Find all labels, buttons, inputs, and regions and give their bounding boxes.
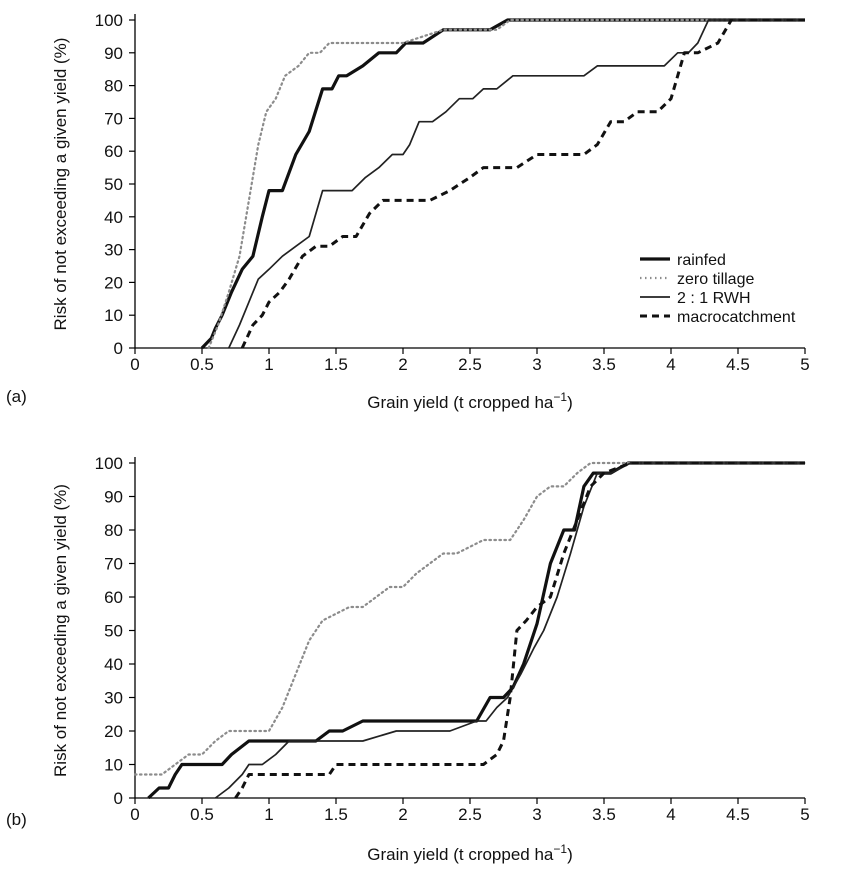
y-tick-label: 10 <box>104 306 123 325</box>
series-line-zero-tillage <box>207 18 807 350</box>
x-tick-label: 0 <box>130 805 139 824</box>
y-tick-label: 70 <box>104 555 123 574</box>
x-tick-label: 0.5 <box>190 805 214 824</box>
y-tick-label: 90 <box>104 44 123 63</box>
x-tick-label: 1 <box>264 355 273 374</box>
y-axis-label: Risk of not exceeding a given yield (%) <box>51 38 70 331</box>
x-axis-label: Grain yield (t cropped ha−1) <box>367 842 573 864</box>
y-tick-label: 60 <box>104 588 123 607</box>
y-tick-label: 20 <box>104 722 123 741</box>
x-tick-label: 2.5 <box>458 355 482 374</box>
x-axis-label-superscript: −1 <box>553 842 567 856</box>
x-tick-label: 1.5 <box>324 805 348 824</box>
y-tick-label: 10 <box>104 756 123 775</box>
x-axis-label: Grain yield (t cropped ha−1) <box>367 390 573 412</box>
x-tick-label: 4 <box>666 355 675 374</box>
y-axis-label: Risk of not exceeding a given yield (%) <box>51 484 70 777</box>
x-tick-label: 2.5 <box>458 805 482 824</box>
y-tick-label: 80 <box>104 77 123 96</box>
panel-label: (b) <box>6 810 27 829</box>
panel-label: (a) <box>6 387 27 406</box>
y-tick-label: 40 <box>104 655 123 674</box>
y-tick-label: 90 <box>104 488 123 507</box>
legend-label: zero tillage <box>677 271 754 288</box>
legend-label: rainfed <box>677 252 726 269</box>
x-tick-label: 4.5 <box>726 355 750 374</box>
x-tick-label: 1.5 <box>324 355 348 374</box>
chart-panel-a: 0 10 20 30 40 50 60 70 80 90 100 0 0.5 1 1.5 2 2.5 3 3.5 4 4… <box>6 11 810 412</box>
x-tick-label: 5 <box>800 355 809 374</box>
x-tick-label: 0 <box>130 355 139 374</box>
series-line-2-1-rwh <box>214 462 805 799</box>
series-line-rainfed <box>147 461 805 800</box>
x-tick-label: 3 <box>532 805 541 824</box>
x-tick-label: 5 <box>800 805 809 824</box>
x-axis-label-suffix: ) <box>567 393 573 412</box>
x-axis-label-suffix: ) <box>567 845 573 864</box>
x-tick-label: 3.5 <box>592 805 616 824</box>
x-tick-label: 0.5 <box>190 355 214 374</box>
y-tick-label: 0 <box>114 789 123 808</box>
y-tick-label: 100 <box>95 454 123 473</box>
y-tick-label: 0 <box>114 339 123 358</box>
y-tick-label: 100 <box>95 11 123 30</box>
series-line-2-1-rwh <box>228 19 805 349</box>
x-tick-label: 1 <box>264 805 273 824</box>
y-tick-label: 50 <box>104 175 123 194</box>
x-tick-label: 3.5 <box>592 355 616 374</box>
legend-label: 2 : 1 RWH <box>677 290 751 307</box>
chart-panel-b: 0 10 20 30 40 50 60 70 80 90 100 0 0.5 1 1.5 2 2.5 3 3.5 4 4… <box>6 454 810 864</box>
x-tick-label: 4 <box>666 805 675 824</box>
y-tick-label: 60 <box>104 142 123 161</box>
y-tick-label: 70 <box>104 109 123 128</box>
y-tick-label: 30 <box>104 241 123 260</box>
x-tick-label: 4.5 <box>726 805 750 824</box>
y-tick-label: 30 <box>104 689 123 708</box>
y-tick-label: 80 <box>104 521 123 540</box>
y-tick-label: 20 <box>104 273 123 292</box>
x-axis-label-superscript: −1 <box>553 390 567 404</box>
y-tick-label: 40 <box>104 208 123 227</box>
legend-label: macrocatchment <box>677 309 796 326</box>
series-line-zero-tillage <box>133 461 807 776</box>
y-tick-label: 50 <box>104 622 123 641</box>
x-axis-label-main: Grain yield (t cropped ha <box>367 393 554 412</box>
x-tick-label: 2 <box>398 355 407 374</box>
series-line-macrocatchment <box>240 18 805 349</box>
series-line-macrocatchment <box>234 461 805 799</box>
x-tick-label: 3 <box>532 355 541 374</box>
x-tick-label: 2 <box>398 805 407 824</box>
x-axis-label-main: Grain yield (t cropped ha <box>367 845 554 864</box>
